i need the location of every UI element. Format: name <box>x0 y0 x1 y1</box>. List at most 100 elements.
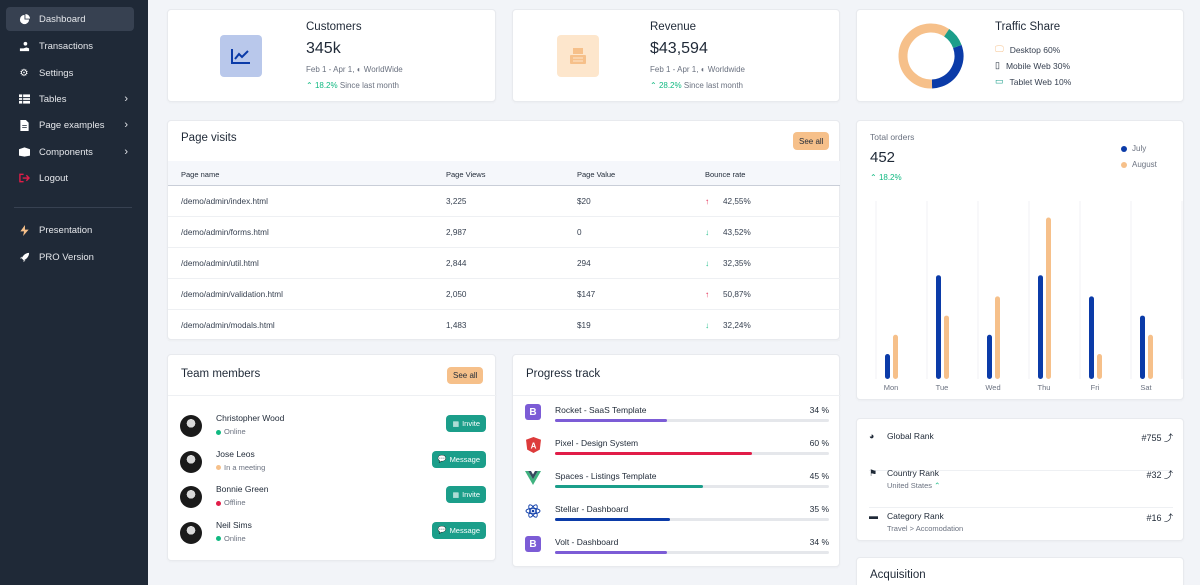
progress-percent: 34 % <box>809 537 829 547</box>
legend-july: July <box>1121 144 1146 153</box>
member-name: Neil Sims <box>216 519 252 530</box>
cell-page-views: 1,483 <box>446 321 467 330</box>
calendar-icon: ▦ <box>452 420 460 428</box>
page-visits-see-all-button[interactable]: See all <box>793 132 830 150</box>
col-page-name: Page name <box>181 170 220 179</box>
calendar-icon: ▦ <box>452 491 460 499</box>
progress-bar-fill <box>555 452 753 455</box>
member-name: Bonnie Green <box>216 484 269 494</box>
sidebar-item-pro-version[interactable]: PRO Version <box>6 245 134 269</box>
table-header: Page name Page Views Page Value Bounce r… <box>168 161 840 186</box>
progress-name: Spaces - Listings Template <box>555 471 657 481</box>
traffic-item-tablet: ▭ Tablet Web 10% <box>995 76 1072 87</box>
globe-icon: ◕ <box>869 431 875 441</box>
table-row: /demo/admin/forms.html 2,987 0 ↓ 43,52% <box>168 217 840 248</box>
avatar <box>180 450 202 473</box>
rank-value: #16 ⤴ <box>1146 513 1173 523</box>
traffic-donut-chart <box>898 23 964 89</box>
invite-button[interactable]: ▦ Invite <box>446 486 486 503</box>
sidebar-item-tables[interactable]: Tables › <box>6 87 134 111</box>
progress-bar-fill <box>555 419 667 422</box>
progress-bar <box>555 452 829 455</box>
chevron-right-icon: › <box>124 146 128 158</box>
cell-page-views: 2,987 <box>446 228 467 237</box>
acquisition-card: Acquisition <box>856 557 1184 585</box>
sidebar-item-label: Logout <box>39 172 69 184</box>
message-button[interactable]: 💬 Message <box>431 450 486 468</box>
globe-icon: ◐ <box>700 65 706 74</box>
box-icon <box>18 146 30 158</box>
total-orders-value: 452 <box>870 149 896 166</box>
member-name: Jose Leos <box>216 448 255 459</box>
avatar <box>180 521 202 544</box>
progress-bar-fill <box>555 551 667 554</box>
progress-name: Rocket - SaaS Template <box>555 405 647 415</box>
progress-bar <box>555 419 829 422</box>
message-button[interactable]: 💬 Message <box>431 521 486 539</box>
cell-page-name: /demo/admin/index.html <box>181 197 268 206</box>
col-bounce-rate: Bounce rate <box>705 170 746 179</box>
arrow-up-icon: ↑ <box>705 290 710 299</box>
member-status: Offline <box>216 498 246 507</box>
arrow-down-icon: ↓ <box>705 259 710 268</box>
file-icon <box>18 119 30 131</box>
progress-item: B Volt - Dashboard 34 % <box>525 536 829 564</box>
page-visits-title: Page visits <box>181 132 237 144</box>
sidebar-item-dashboard[interactable]: Dashboard <box>6 7 134 31</box>
sidebar-item-logout[interactable]: Logout <box>6 166 134 190</box>
member-status: Online <box>216 427 246 436</box>
team-member-row: Jose Leos In a meeting 💬 Message <box>180 447 486 481</box>
sidebar-item-label: PRO Version <box>39 251 94 263</box>
cell-bounce-rate: 42,55% <box>723 197 751 206</box>
x-tick-label: Sat <box>1140 383 1152 392</box>
rocket-icon <box>18 251 30 263</box>
sidebar-item-transactions[interactable]: Transactions <box>6 34 134 58</box>
cell-page-name: /demo/admin/util.html <box>181 259 259 268</box>
col-page-views: Page Views <box>446 170 486 179</box>
rank-row: ◕ Global Rank #755 ⤴ <box>869 431 1173 471</box>
legend-august: August <box>1121 160 1157 169</box>
sidebar-item-label: Dashboard <box>39 13 86 25</box>
x-tick-label: Tue <box>936 383 949 392</box>
cell-page-value: $20 <box>577 197 591 206</box>
col-page-value: Page Value <box>577 170 616 179</box>
team-see-all-button[interactable]: See all <box>447 367 484 384</box>
cell-bounce-rate: 43,52% <box>723 228 751 237</box>
rank-value: #32 ⤴ <box>1146 470 1173 480</box>
cell-bounce-rate: 32,24% <box>723 321 751 330</box>
x-tick-label: Wed <box>985 383 1000 392</box>
rank-label: Category Rank <box>887 511 944 521</box>
sidebar-item-components[interactable]: Components › <box>6 140 134 164</box>
cell-page-value: $19 <box>577 321 591 330</box>
chat-bubble-icon: 💬 <box>437 527 447 534</box>
traffic-share-card: Traffic Share 🖵 Desktop 60% ▯ Mobile Web… <box>856 9 1184 102</box>
table-row: /demo/admin/index.html 3,225 $20 ↑ 42,55% <box>168 186 840 217</box>
sidebar-item-presentation[interactable]: Presentation <box>6 218 134 242</box>
bar-august-wed <box>995 296 1000 379</box>
progress-item: B Rocket - SaaS Template 34 % <box>525 404 829 432</box>
rank-row: ▬ Category Rank Travel > Accomodation #16 ⤴ <box>869 511 1173 551</box>
rank-label: Global Rank <box>887 431 934 441</box>
avatar <box>180 415 202 437</box>
progress-bar <box>555 485 829 488</box>
rank-label: Country Rank <box>887 468 939 478</box>
rank-card: ◕ Global Rank #755 ⤴ ⚑ Country Rank United St… <box>856 418 1184 541</box>
desktop-icon: 🖵 <box>995 44 1004 54</box>
chevron-right-icon: › <box>124 93 128 105</box>
bar-july-wed <box>987 334 992 379</box>
bar-august-tue <box>944 315 949 379</box>
total-orders-card: Total orders 452 ⌃ 18.2% July August Mon… <box>856 120 1184 400</box>
arrow-down-icon: ↓ <box>705 228 710 237</box>
customers-value: 345k <box>306 40 341 57</box>
sidebar-item-settings[interactable]: ⚙ Settings <box>6 61 134 85</box>
chart-line-icon: ⤴ <box>1163 513 1173 523</box>
bar-july-thu <box>1038 275 1043 379</box>
folder-icon: ▬ <box>869 511 878 521</box>
cell-page-value: 294 <box>577 259 591 268</box>
invite-button[interactable]: ▦ Invite <box>446 415 486 432</box>
sidebar-item-page-examples[interactable]: Page examples › <box>6 113 134 137</box>
svg-text:A: A <box>530 442 536 451</box>
angular-logo-icon: A <box>525 437 541 453</box>
logout-icon <box>18 172 30 184</box>
bar-august-sat <box>1148 334 1153 379</box>
